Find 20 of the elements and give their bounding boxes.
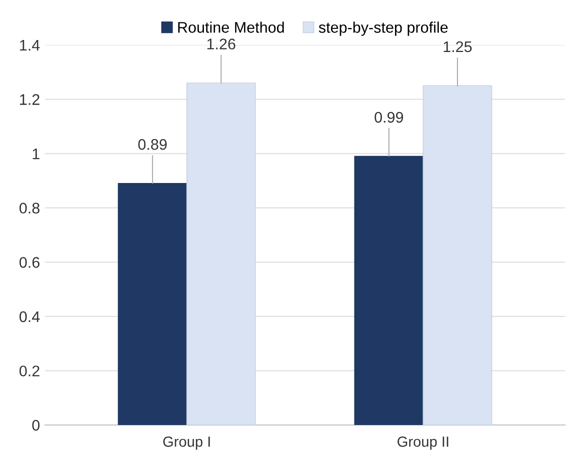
y-tick-label: 0.2	[20, 366, 40, 376]
data-label: 1.25	[444, 41, 472, 52]
y-tick-label: 0.4	[20, 311, 40, 322]
y-tick-label: 0.6	[20, 257, 40, 268]
data-label: 1.26	[207, 38, 236, 50]
y-tick-label: 0	[32, 420, 40, 431]
bar	[186, 82, 256, 425]
y-tick-label: 1.4	[20, 40, 40, 51]
y-tick-label: 1.2	[20, 94, 40, 105]
bar	[422, 85, 492, 425]
bar	[118, 183, 188, 425]
y-tick-label: 0.8	[20, 202, 40, 214]
data-label: 0.99	[374, 112, 404, 123]
x-tick-label: Group II	[398, 436, 448, 450]
bar	[354, 156, 424, 425]
x-tick-label: Group I	[163, 436, 210, 450]
y-tick-label: 1	[32, 148, 40, 160]
legend-label: step-by-step profile	[318, 22, 448, 36]
data-label: 0.89	[138, 139, 167, 150]
legend-label: Routine Method	[178, 22, 284, 33]
